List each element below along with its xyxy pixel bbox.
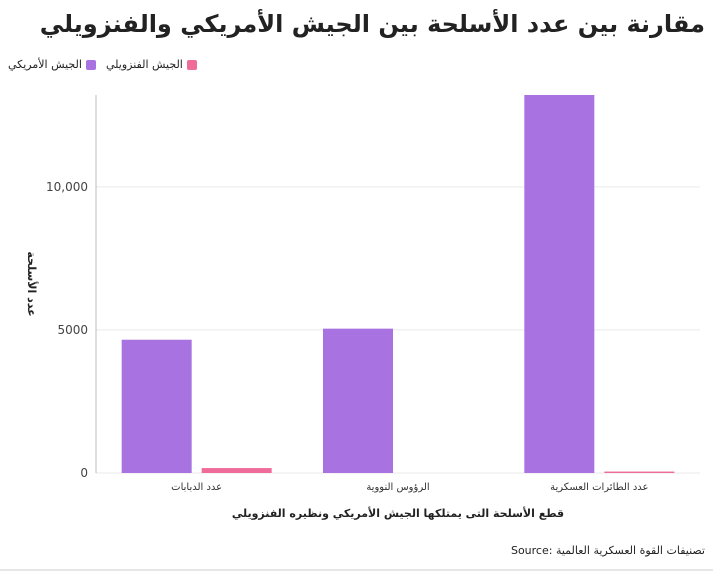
grid-lines: [96, 186, 700, 474]
bars: [121, 95, 675, 473]
y-tick-label: 5000: [57, 323, 88, 337]
bar-us: [121, 339, 192, 473]
legend-label-us: الجيش الأمريكي: [8, 58, 82, 71]
bar-venezuela: [604, 471, 675, 473]
x-tick-label: عدد الدبابات: [171, 482, 222, 493]
bar-us: [323, 328, 393, 473]
x-axis-title: قطع الأسلحة التى يمتلكها الجيش الأمريكي …: [232, 506, 564, 520]
x-tick-label: عدد الطائرات العسكرية: [550, 482, 648, 493]
y-axis-title: عدد الأسلحة: [25, 251, 39, 316]
legend-swatch-venezuela: [186, 59, 197, 70]
y-tick-label: 0: [80, 466, 88, 480]
legend-label-venezuela: الجيش الفنزويلي: [105, 58, 183, 71]
y-tick-label: 10,000: [46, 180, 88, 194]
bar-venezuela: [201, 468, 272, 473]
bottom-divider: [0, 569, 713, 571]
legend-item-us[interactable]: الجيش الأمريكي: [8, 58, 96, 71]
source-note: تصنيفات القوة العسكرية العالمية :Source: [510, 544, 705, 557]
x-tick-label: الرؤوس النووية: [366, 482, 429, 493]
legend: الجيش الفنزويلي الجيش الأمريكي: [8, 58, 197, 71]
legend-item-venezuela[interactable]: الجيش الفنزويلي: [106, 58, 197, 71]
chart-title: مقارنة بين عدد الأسلحة بين الجيش الأمريك…: [39, 10, 705, 38]
labels: 0 5000 10,000 عدد الدبابات الرؤوس النووية عدد…: [25, 180, 649, 520]
bar-us: [524, 95, 595, 473]
legend-swatch-us: [85, 59, 96, 70]
